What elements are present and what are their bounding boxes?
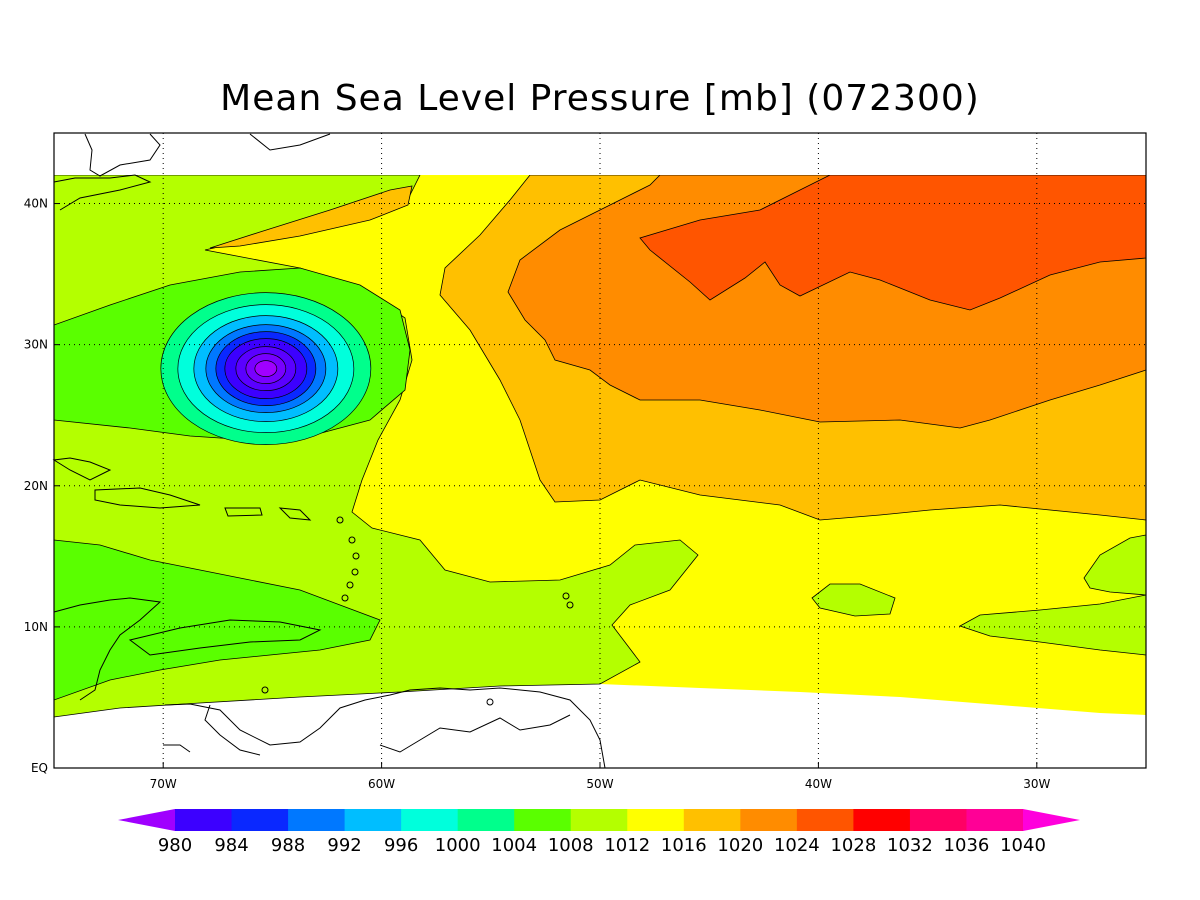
coastline <box>84 133 161 177</box>
colorbar-box <box>740 809 798 831</box>
colorbar-box <box>683 809 741 831</box>
colorbar-label: 1024 <box>774 835 820 856</box>
colorbar-box <box>344 809 402 831</box>
lat-tick-label: 20N <box>24 479 48 493</box>
field-1004-1008-south <box>54 539 381 701</box>
colorbar-box <box>796 809 854 831</box>
lat-tick-label: 10N <box>24 620 48 634</box>
lon-tick-label: 50W <box>586 777 613 791</box>
island <box>351 568 359 576</box>
coastline <box>224 507 263 517</box>
colorbar-extend-low <box>118 809 175 831</box>
coastline <box>53 174 152 211</box>
colorbar-label: 992 <box>327 835 361 856</box>
colorbar-box <box>966 809 1024 831</box>
coastlines <box>52 133 606 769</box>
colorbar-box <box>231 809 289 831</box>
lon-tick-label: 60W <box>368 777 395 791</box>
lat-tick-label: 40N <box>24 197 48 211</box>
coastline <box>52 457 112 481</box>
island <box>562 592 570 600</box>
colorbar-label: 1040 <box>1000 835 1046 856</box>
coastline <box>53 597 162 701</box>
chart-title: Mean Sea Level Pressure [mb] (072300) <box>220 78 980 119</box>
colorbar-label: 1004 <box>491 835 537 856</box>
colorbar-label: 1032 <box>887 835 933 856</box>
colorbar-label: 1016 <box>661 835 707 856</box>
lon-tick-label: 40W <box>805 777 832 791</box>
island <box>336 516 344 524</box>
colorbar-label: 1036 <box>944 835 990 856</box>
coastline <box>379 714 571 753</box>
colorbar-label: 1000 <box>435 835 481 856</box>
colorbar-box <box>627 809 685 831</box>
colorbar-label: 984 <box>214 835 248 856</box>
colorbar-box <box>288 809 346 831</box>
island <box>341 594 349 602</box>
island <box>348 536 356 544</box>
axes: 70W 60W 50W 40W 30W EQ 10N 20N 30N 40N <box>24 197 1051 791</box>
coastline <box>94 487 201 509</box>
field-1008-1012-east-a <box>811 583 896 617</box>
colorbar-label: 1012 <box>604 835 650 856</box>
colorbar-box <box>514 809 572 831</box>
coastline <box>163 744 191 753</box>
colorbar-extend-high <box>1023 809 1080 831</box>
coastline <box>278 507 312 521</box>
island <box>346 581 354 589</box>
field-1024-1028 <box>639 175 1146 311</box>
lat-tick-label: EQ <box>31 761 48 775</box>
colorbar-label: 1008 <box>548 835 594 856</box>
pressure-field <box>54 175 1146 718</box>
colorbar-box <box>570 809 628 831</box>
lon-tick-label: 30W <box>1023 777 1050 791</box>
lon-tick-label: 70W <box>150 777 177 791</box>
graticule <box>54 133 1146 768</box>
colorbar-box <box>175 809 233 831</box>
coastline <box>249 133 331 151</box>
colorbar-label: 996 <box>384 835 418 856</box>
coastline <box>164 687 606 769</box>
field-1016-1020-band <box>209 185 413 249</box>
colorbar-label: 988 <box>271 835 305 856</box>
island <box>352 552 360 560</box>
field-1008-1012-east-b <box>959 594 1146 656</box>
island <box>261 686 269 694</box>
coastline <box>204 704 261 756</box>
island <box>566 601 574 609</box>
island <box>486 698 494 706</box>
colorbar-label: 980 <box>158 835 192 856</box>
lat-tick-label: 30N <box>24 338 48 352</box>
colorbar: 980 984 988 992 996 1000 1004 1008 1012 1016 1020 1… <box>118 809 1080 856</box>
colorbar-label: 1028 <box>830 835 876 856</box>
colorbar-box <box>401 809 459 831</box>
colorbar-box <box>853 809 911 831</box>
colorbar-box <box>457 809 515 831</box>
coastline <box>128 619 322 656</box>
colorbar-label: 1020 <box>717 835 763 856</box>
low-isobar <box>254 360 278 378</box>
field-1008-1012-east-c <box>1083 534 1146 596</box>
colorbar-box <box>909 809 967 831</box>
